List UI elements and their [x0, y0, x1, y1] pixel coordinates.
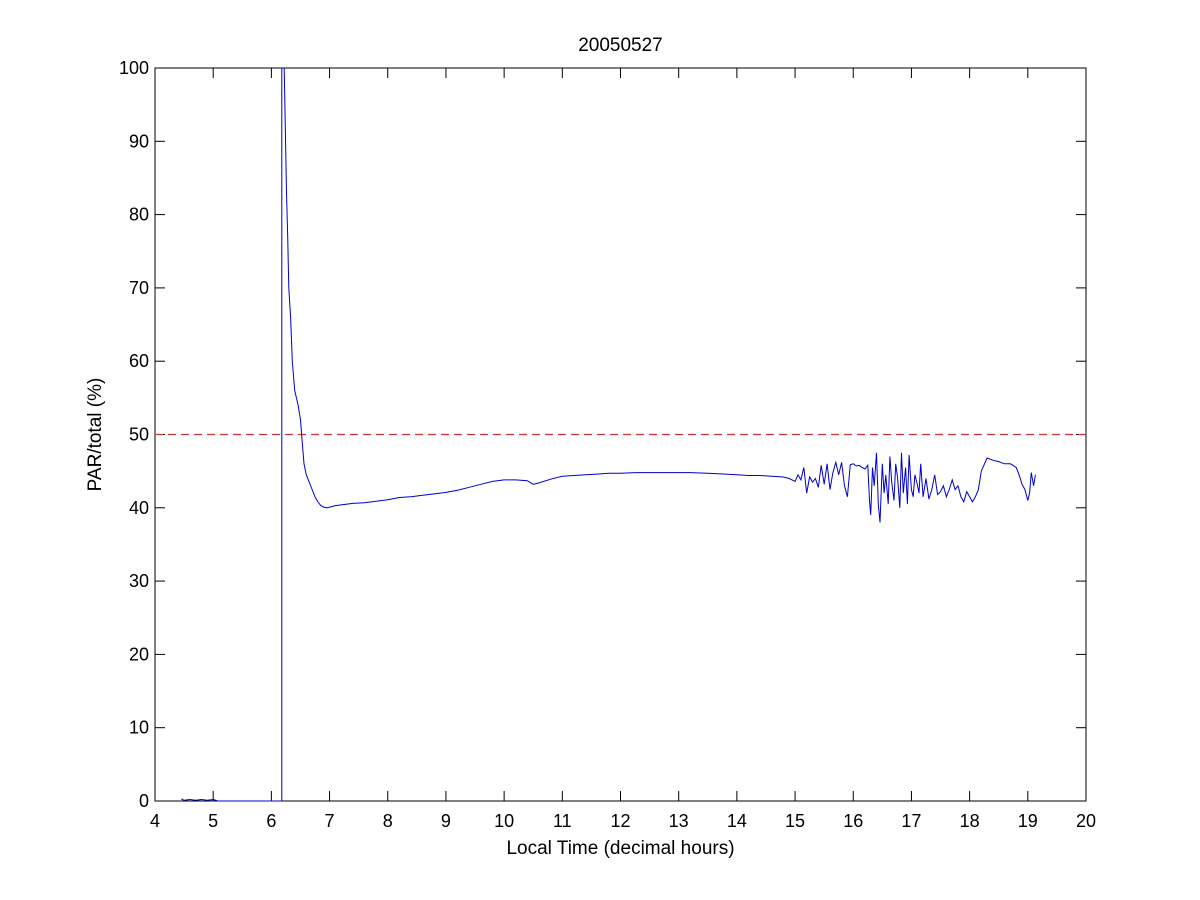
y-tick-label: 20 [129, 644, 149, 664]
y-tick-label: 0 [139, 791, 149, 811]
series-line [180, 67, 1036, 802]
y-tick-label: 50 [129, 425, 149, 445]
x-tick-label: 15 [785, 811, 805, 831]
x-axis: 4 5 6 7 8 9 10 11 12 13 14 15 16 17 18 19 20 [150, 68, 1096, 831]
x-tick-label: 7 [325, 811, 335, 831]
x-tick-label: 17 [901, 811, 921, 831]
x-tick-label: 11 [553, 811, 572, 831]
x-tick-label: 5 [208, 811, 218, 831]
x-tick-label: 6 [266, 811, 276, 831]
x-tick-label: 4 [150, 811, 160, 831]
y-tick-label: 90 [129, 131, 149, 151]
y-tick-label: 100 [119, 58, 149, 78]
x-tick-label: 19 [1018, 811, 1038, 831]
y-tick-label: 80 [129, 205, 149, 225]
x-tick-label: 10 [494, 811, 514, 831]
y-tick-label: 40 [129, 498, 149, 518]
x-tick-label: 9 [441, 811, 451, 831]
x-tick-label: 12 [610, 811, 630, 831]
y-tick-label: 60 [129, 351, 149, 371]
y-axis-label: PAR/total (%) [85, 378, 106, 492]
y-tick-label: 30 [129, 571, 149, 591]
plot-area [154, 67, 1087, 802]
y-axis: 0 10 20 30 40 50 60 70 80 90 100 [119, 58, 1086, 811]
x-tick-label: 13 [669, 811, 689, 831]
x-axis-label: Local Time (decimal hours) [506, 838, 734, 859]
x-tick-label: 20 [1076, 811, 1096, 831]
y-tick-label: 10 [129, 718, 149, 738]
chart-title: 20050527 [578, 35, 663, 56]
x-tick-label: 14 [727, 811, 747, 831]
y-tick-label: 70 [129, 278, 149, 298]
x-tick-label: 8 [383, 811, 393, 831]
x-tick-label: 16 [843, 811, 863, 831]
x-tick-label: 18 [960, 811, 980, 831]
